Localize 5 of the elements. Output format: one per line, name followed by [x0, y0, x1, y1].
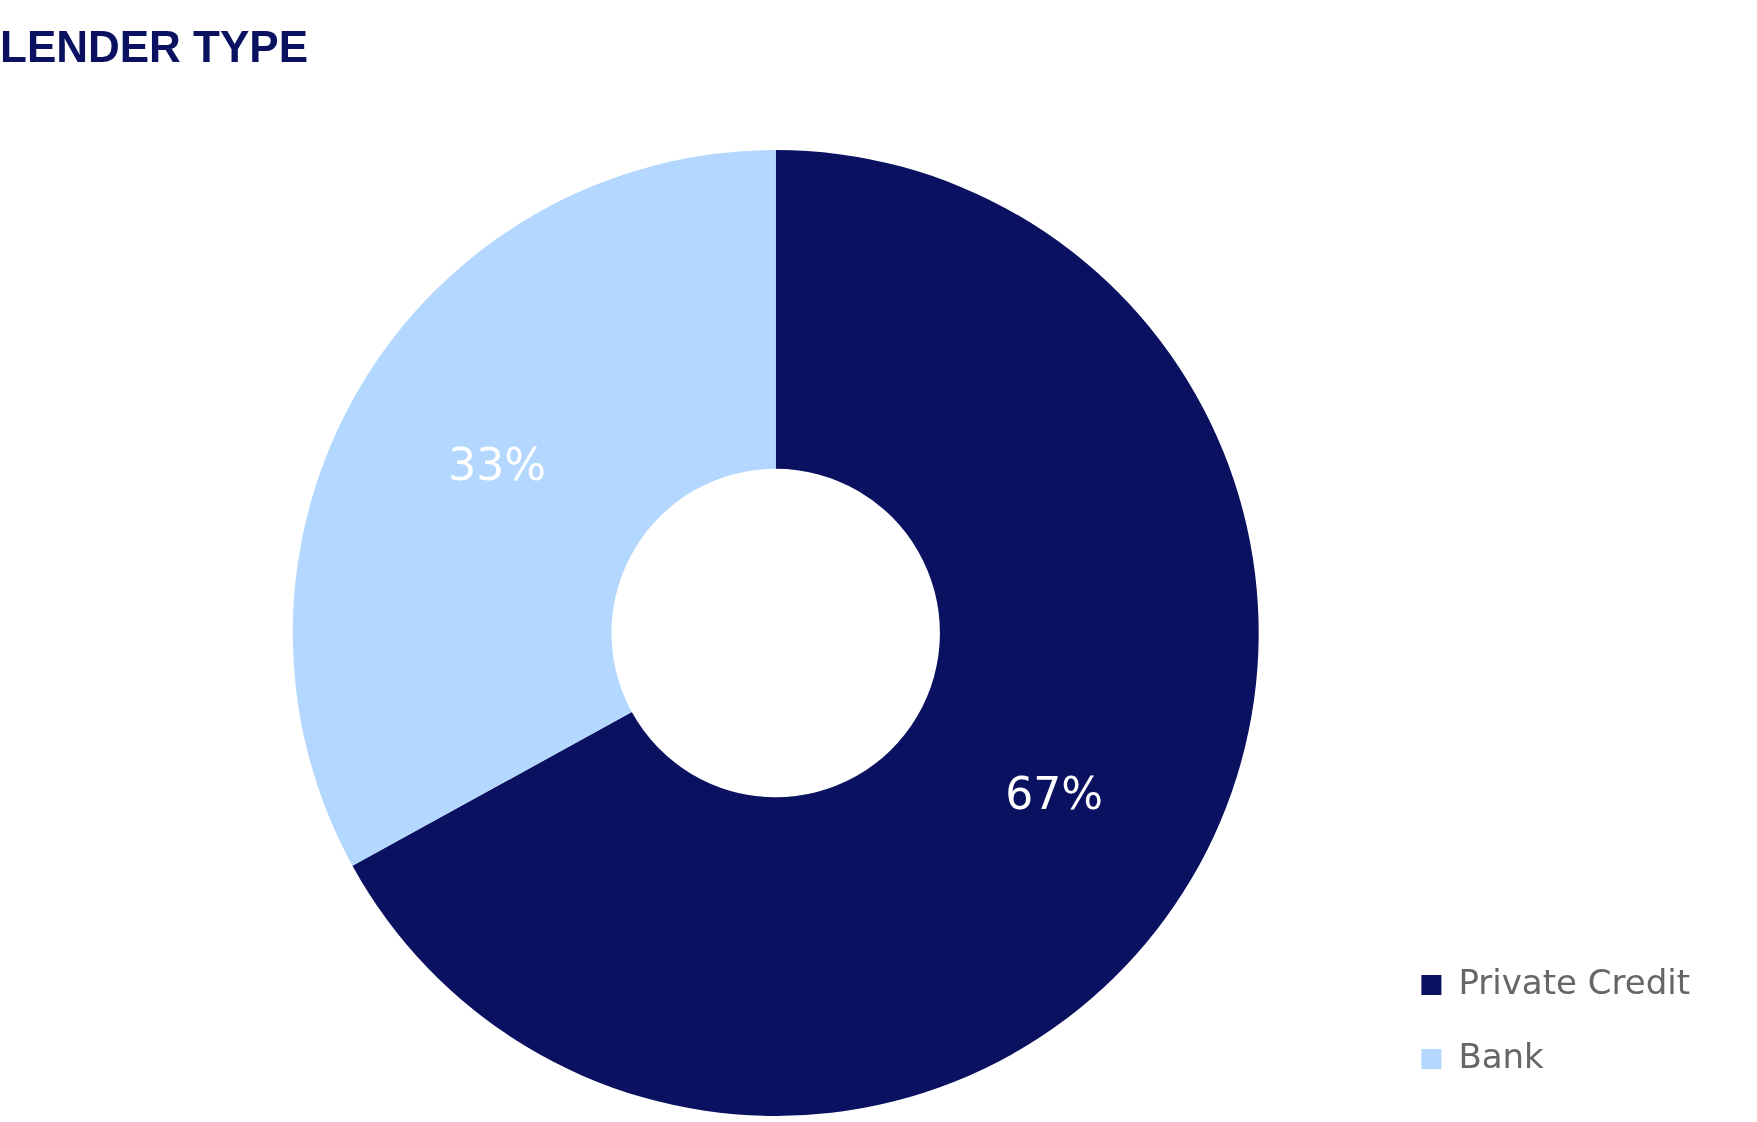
legend-label: Private Credit — [1458, 961, 1690, 1002]
data-label: 67% — [1005, 768, 1104, 820]
data-label: 33% — [448, 438, 547, 490]
chart-title: LENDER TYPE — [0, 22, 309, 71]
legend-label: Bank — [1458, 1035, 1545, 1076]
